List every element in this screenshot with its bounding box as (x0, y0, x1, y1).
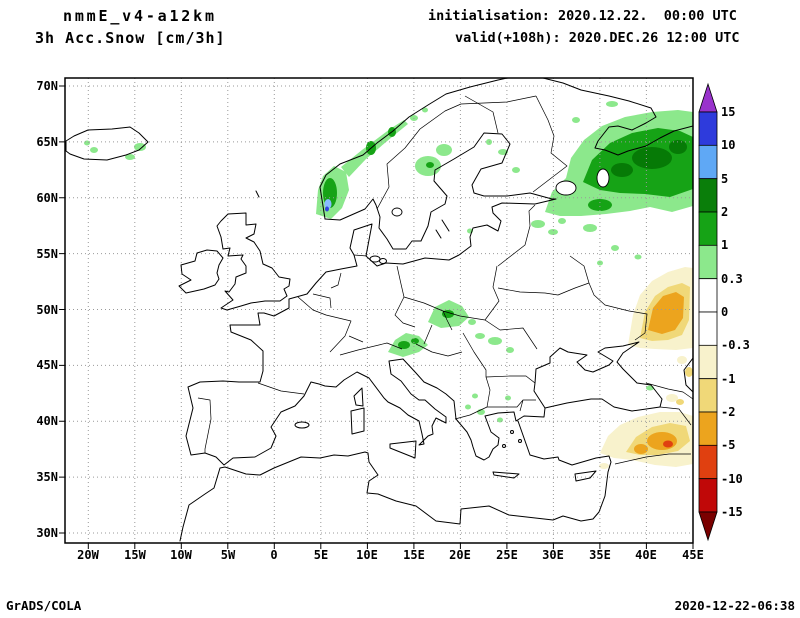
colorbar-segment (698, 244, 718, 280)
lon-tick-label: 30E (542, 548, 564, 562)
colorbar-segment (698, 378, 718, 413)
colorbar-segment (698, 211, 718, 246)
model-name: nmmE_v4-a12km (63, 7, 217, 25)
colorbar-segment (698, 144, 718, 180)
creation-timestamp: 2020-12-22-06:38 (674, 598, 795, 613)
init-time: initialisation: 2020.12.22. 00:00 UTC (428, 8, 737, 24)
colorbar-segment (698, 111, 718, 146)
lon-tick-label: 15W (124, 548, 146, 562)
plot-frame (64, 77, 694, 544)
lon-tick-label: 45E (682, 548, 704, 562)
colorbar-segment (698, 311, 718, 346)
colorbar-triangle-bottom (698, 511, 718, 542)
lat-tick-label: 30N (36, 526, 58, 540)
lon-tick-label: 0 (270, 548, 278, 562)
colorbar-label: 5 (721, 172, 729, 186)
colorbar-triangle-top (698, 82, 718, 113)
lon-tick-label: 20E (449, 548, 471, 562)
lat-tick-label: 70N (36, 79, 58, 93)
lon-tick-label: 35E (589, 548, 611, 562)
colorbar-segment (698, 411, 718, 446)
colorbar-label: 2 (721, 205, 729, 219)
colorbar-label: 0 (721, 305, 729, 319)
lat-tick-label: 55N (36, 247, 58, 261)
lon-tick-label: 10E (356, 548, 378, 562)
colorbar-segment (698, 444, 718, 480)
country-borders (197, 95, 693, 465)
lat-tick-label: 45N (36, 358, 58, 372)
valid-time: valid(+108h): 2020.DEC.26 12:00 UTC (455, 30, 740, 46)
colorbar-label: 0.3 (721, 272, 743, 286)
lon-tick-label: 20W (77, 548, 99, 562)
lon-tick-label: 40E (635, 548, 657, 562)
lat-tick-label: 65N (36, 135, 58, 149)
graticule (65, 78, 693, 543)
lon-tick-label: 5W (220, 548, 236, 562)
lat-tick-label: 60N (36, 191, 58, 205)
snow-shading (84, 101, 693, 469)
field-name: 3h Acc.Snow [cm/3h] (35, 29, 226, 47)
colorbar-segment (698, 178, 718, 213)
coastlines (65, 78, 693, 542)
colorbar-label: -0.3 (721, 338, 750, 352)
colorbar-label: 15 (721, 105, 736, 119)
lon-tick-label: 10W (170, 548, 192, 562)
colorbar-segment (698, 278, 718, 313)
axis-ticks (59, 85, 694, 549)
lakes (391, 168, 610, 217)
grads-credit: GrADS/COLA (6, 598, 82, 613)
lat-tick-label: 50N (36, 303, 58, 317)
colorbar-label: 10 (721, 138, 736, 152)
colorbar (698, 82, 718, 542)
colorbar-segment (698, 478, 718, 513)
colorbar-segment (698, 344, 718, 380)
colorbar-label: -2 (721, 405, 736, 419)
lon-tick-label: 25E (496, 548, 518, 562)
lon-tick-label: 15E (403, 548, 425, 562)
colorbar-label: -15 (721, 505, 743, 519)
colorbar-label: -10 (721, 472, 743, 486)
lat-tick-label: 40N (36, 414, 58, 428)
colorbar-label: 1 (721, 238, 729, 252)
lon-tick-label: 5E (313, 548, 329, 562)
lat-tick-label: 35N (36, 470, 58, 484)
colorbar-label: -1 (721, 372, 736, 386)
colorbar-label: -5 (721, 438, 736, 452)
